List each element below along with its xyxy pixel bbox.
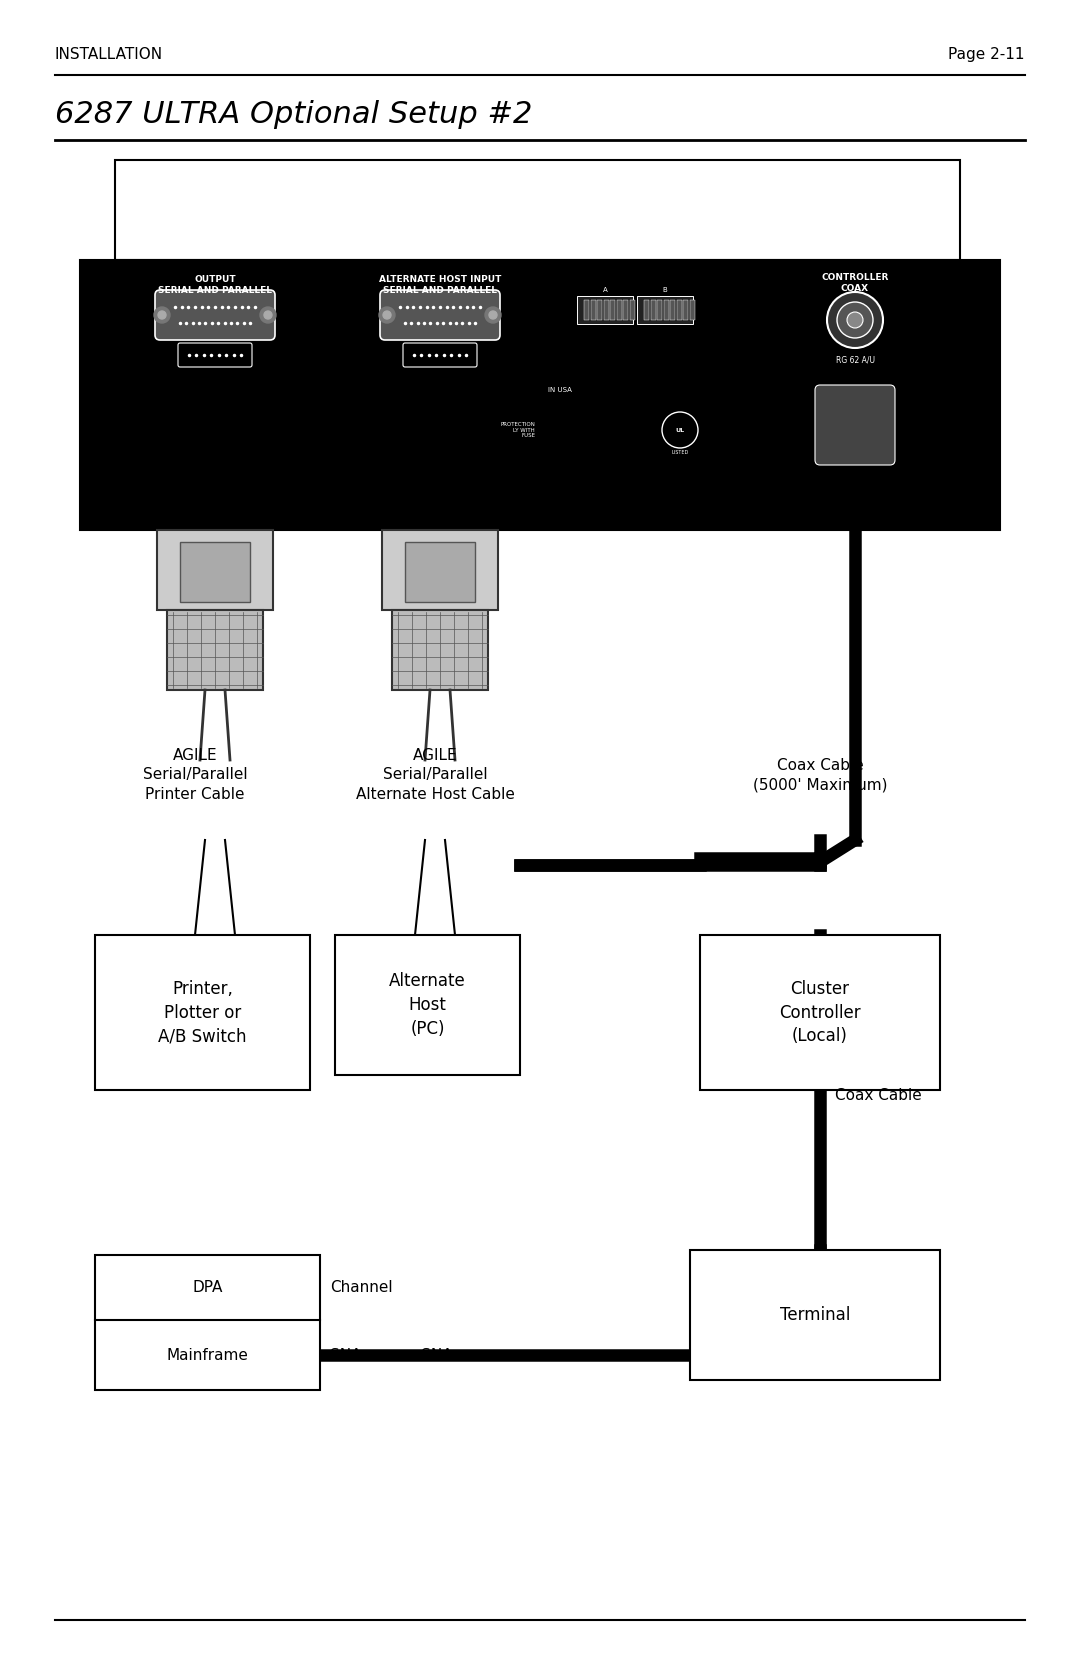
Bar [617,300,621,320]
Text: A: A [603,287,607,294]
Bar [604,300,608,320]
Bar [650,300,656,320]
Text: Cluster
Controller
(Local): Cluster Controller (Local) [779,980,861,1045]
Bar [577,295,633,324]
Text: OUTPUT
SERIAL AND PARALLEL: OUTPUT SERIAL AND PARALLEL [158,275,272,295]
Bar [663,300,669,320]
FancyBboxPatch shape [178,344,252,367]
Text: Channel: Channel [330,1280,393,1295]
Bar [597,300,602,320]
Circle shape [383,310,391,319]
Text: AGILE
Serial/Parallel
Printer Cable: AGILE Serial/Parallel Printer Cable [143,748,247,803]
Circle shape [158,310,166,319]
Bar [610,300,615,320]
Circle shape [837,302,873,339]
Text: CONTROLLER
COAX: CONTROLLER COAX [821,274,889,294]
Text: Mainframe: Mainframe [166,1347,248,1362]
Bar [95,1255,320,1390]
FancyBboxPatch shape [380,290,500,340]
Bar [630,300,635,320]
Circle shape [827,292,883,349]
FancyBboxPatch shape [403,344,477,367]
Text: UL: UL [675,427,685,432]
Bar [676,300,681,320]
Text: Coax Cable
(5000' Maximum): Coax Cable (5000' Maximum) [753,758,888,793]
Bar [95,935,310,1090]
Circle shape [485,307,501,324]
Text: ALTERNATE HOST INPUT
SERIAL AND PARALLEL: ALTERNATE HOST INPUT SERIAL AND PARALLEL [379,275,501,295]
Text: Printer,
Plotter or
A/B Switch: Printer, Plotter or A/B Switch [159,980,246,1045]
Circle shape [264,310,272,319]
FancyBboxPatch shape [815,386,895,466]
Bar [335,935,519,1075]
Text: Alternate
Host
(PC): Alternate Host (PC) [389,973,465,1038]
Bar [167,609,264,689]
FancyBboxPatch shape [156,290,275,340]
Bar [157,531,273,609]
Bar [689,300,694,320]
Bar [637,295,693,324]
Bar [392,609,488,689]
Bar [180,542,249,603]
Text: AGILE
Serial/Parallel
Alternate Host Cable: AGILE Serial/Parallel Alternate Host Cab… [355,748,514,803]
Bar [405,542,475,603]
Text: INSTALLATION: INSTALLATION [55,47,163,62]
Circle shape [847,312,863,329]
Bar [657,300,662,320]
Text: Terminal: Terminal [780,1307,850,1324]
Bar [623,300,627,320]
Circle shape [154,307,170,324]
Bar [114,160,960,260]
Text: 6287 ULTRA Optional Setup #2: 6287 ULTRA Optional Setup #2 [55,100,532,130]
Bar [584,300,589,320]
Text: RG 62 A/U: RG 62 A/U [836,355,875,364]
Circle shape [260,307,276,324]
Bar [382,531,498,609]
Text: IN USA: IN USA [548,387,572,392]
Bar [690,1250,940,1380]
Bar [80,260,1000,531]
Text: LISTED: LISTED [672,451,689,456]
Text: B: B [663,287,667,294]
Text: DPA: DPA [192,1280,222,1295]
Bar [644,300,649,320]
Circle shape [489,310,497,319]
Text: SNA or non-SNA: SNA or non-SNA [330,1347,453,1362]
Bar [670,300,675,320]
Circle shape [379,307,395,324]
Text: PROTECTION
LY WITH
FUSE: PROTECTION LY WITH FUSE [500,422,535,439]
Bar [591,300,595,320]
Bar [683,300,688,320]
Text: Page 2-11: Page 2-11 [948,47,1025,62]
Text: Coax Cable: Coax Cable [835,1088,921,1103]
Bar [700,935,940,1090]
